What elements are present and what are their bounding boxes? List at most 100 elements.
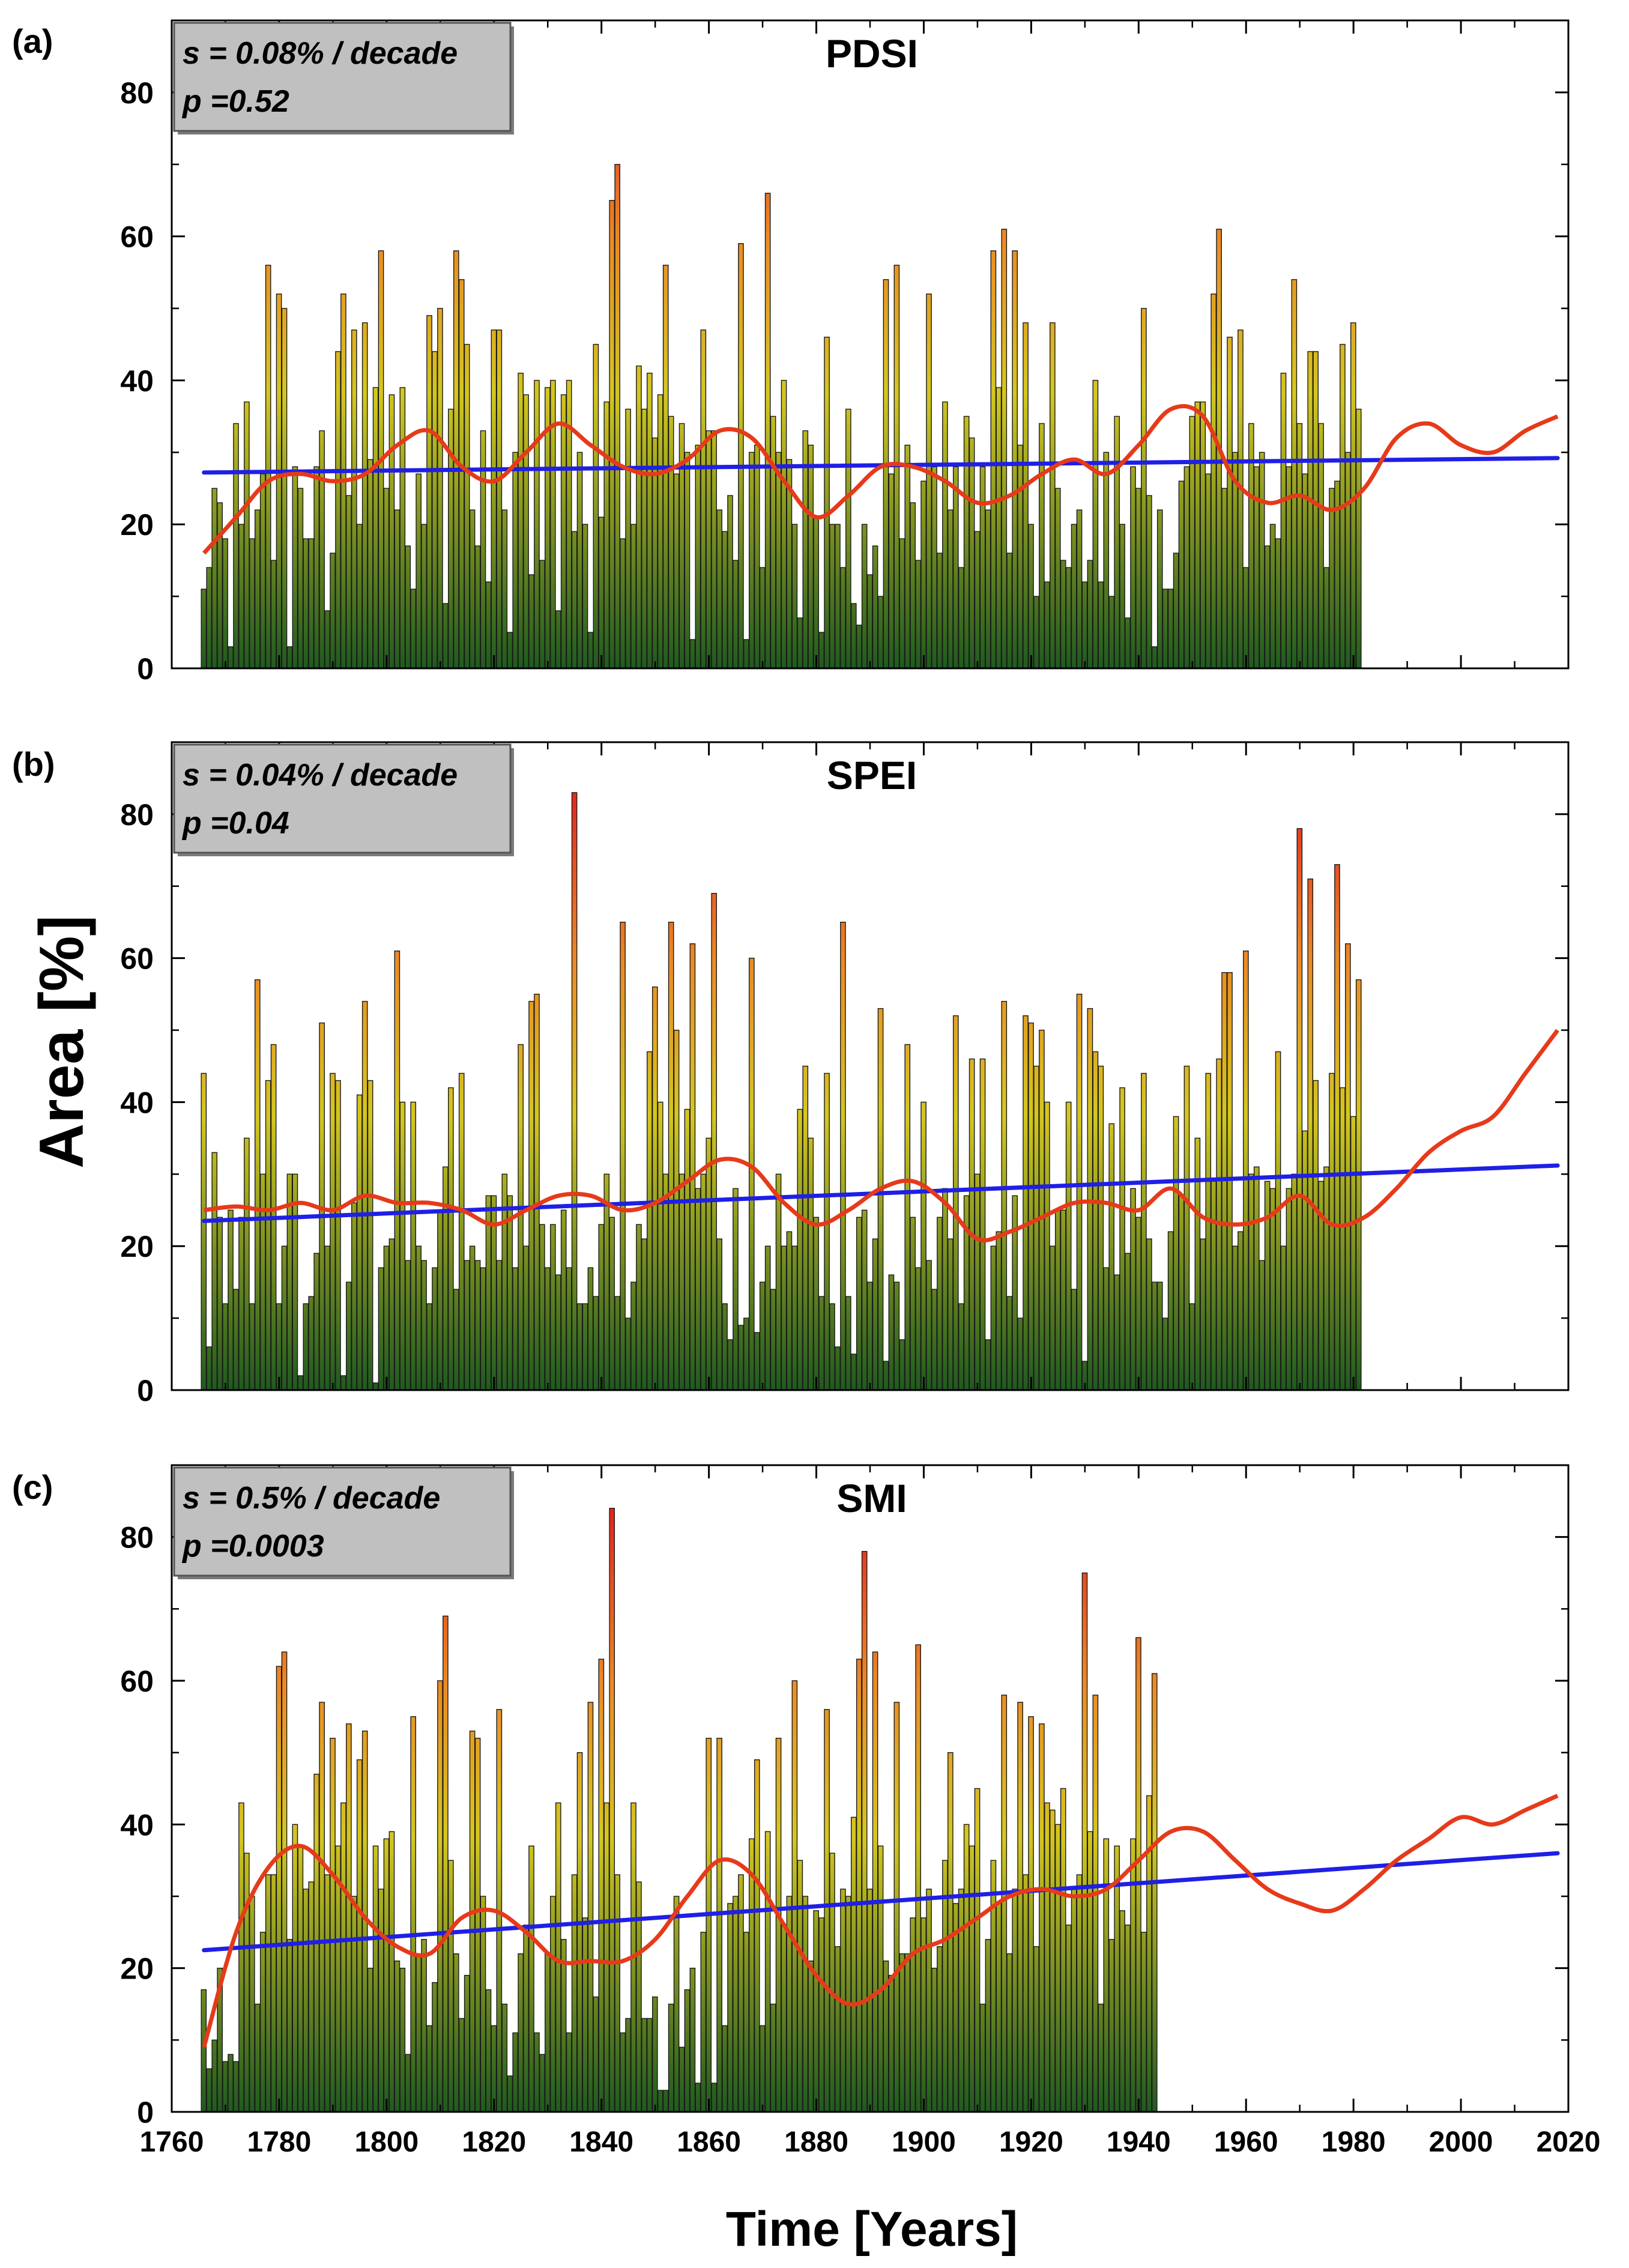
bar-1946	[1167, 588, 1174, 669]
bar-1843	[614, 1874, 620, 2112]
bar-1915	[1001, 1695, 1008, 2112]
bar-1790	[330, 1738, 336, 2112]
bar-1912	[985, 1939, 991, 2112]
x-tick-label: 1880	[784, 2126, 848, 2158]
bar-1898	[910, 1217, 916, 1391]
bar-1836	[576, 1752, 583, 2112]
bar-1871	[764, 1245, 771, 1391]
bar-1815	[464, 1974, 470, 2112]
bar-1832	[555, 1802, 561, 2112]
bar-1950	[1189, 416, 1195, 669]
bar-1814	[458, 1072, 465, 1391]
bar-1901	[926, 293, 932, 669]
bar-1938	[1125, 1253, 1131, 1391]
bar-1844	[620, 2032, 626, 2112]
bar-1799	[378, 1267, 384, 1391]
x-tick-label: 1900	[892, 2126, 956, 2158]
bar-1812	[448, 408, 454, 669]
bar-1775	[249, 538, 255, 669]
bar-1872	[770, 1289, 776, 1391]
bar-1823	[507, 632, 513, 669]
bar-1827	[528, 1845, 534, 2112]
bar-1945	[1162, 588, 1168, 669]
bar-1881	[818, 1917, 824, 2112]
stats-p-value: p =0.52	[181, 84, 289, 119]
y-tick-label: 20	[120, 1230, 154, 1263]
bar-1782	[286, 646, 293, 669]
bar-1845	[625, 1317, 631, 1391]
bar-1800	[383, 1245, 390, 1391]
bar-1852	[662, 2090, 669, 2112]
bar-1774	[244, 1137, 250, 1391]
bar-1791	[335, 351, 341, 669]
bar-1795	[356, 1759, 363, 2112]
bar-1818	[480, 1267, 486, 1391]
bar-1926	[1060, 1788, 1066, 2112]
bar-1925	[1054, 1209, 1061, 1391]
bar-1928	[1071, 524, 1077, 669]
bar-1922	[1039, 1723, 1045, 2112]
bar-1879	[808, 1960, 814, 2112]
bar-1879	[808, 1137, 814, 1391]
bar-1837	[582, 1303, 588, 1391]
bar-1860	[706, 1137, 712, 1391]
bar-1926	[1060, 560, 1066, 669]
bar-1979	[1345, 452, 1351, 669]
bar-1885	[840, 567, 846, 669]
x-tick-label: 2000	[1429, 2126, 1493, 2158]
bar-1850	[651, 986, 658, 1391]
bar-1766	[201, 588, 207, 669]
bar-1842	[609, 200, 615, 669]
bar-1890	[866, 574, 873, 669]
bar-1952	[1200, 1238, 1206, 1391]
bar-1973	[1313, 1080, 1319, 1391]
bar-1832	[555, 1274, 561, 1391]
bar-1975	[1323, 567, 1329, 669]
bar-1918	[1017, 1317, 1023, 1391]
bar-1941	[1141, 1072, 1147, 1391]
bar-1944	[1156, 1281, 1163, 1391]
bar-1914	[996, 1903, 1002, 2112]
bar-1894	[888, 473, 895, 669]
bar-1883	[829, 1852, 835, 2112]
bar-1771	[228, 1209, 234, 1391]
bar-1916	[1006, 1296, 1013, 1391]
bar-1936	[1114, 1274, 1120, 1391]
bar-1934	[1103, 1838, 1110, 2112]
trend-line	[202, 1851, 1560, 1953]
bar-1823	[507, 1195, 513, 1391]
bar-1981	[1355, 408, 1362, 669]
bar-1818	[480, 430, 486, 669]
bar-1767	[206, 567, 213, 669]
bar-1833	[560, 394, 567, 669]
bar-1881	[818, 1296, 824, 1391]
bar-1859	[700, 329, 707, 669]
bar-1849	[647, 2018, 653, 2112]
bar-1937	[1119, 1910, 1125, 2112]
bar-1797	[367, 1080, 373, 1391]
bar-1966	[1275, 1051, 1281, 1391]
bar-1786	[308, 538, 315, 669]
bar-1848	[641, 1238, 647, 1391]
bar-1943	[1151, 1673, 1158, 2112]
bar-1844	[620, 538, 626, 669]
bar-1893	[883, 1361, 889, 1391]
bar-1942	[1146, 1238, 1152, 1391]
bar-1858	[695, 1188, 701, 1391]
bar-1869	[754, 444, 760, 669]
bar-1877	[797, 1108, 803, 1391]
bar-1850	[651, 1996, 658, 2112]
bar-1891	[872, 1238, 878, 1391]
bar-1914	[996, 387, 1002, 669]
bar-1813	[453, 1953, 459, 2112]
bar-1851	[657, 2090, 663, 2112]
bar-1871	[764, 193, 771, 669]
bar-1967	[1280, 1245, 1287, 1391]
bar-1924	[1049, 322, 1056, 669]
stats-p-value: p =0.0003	[181, 1529, 324, 1564]
bar-1914	[996, 1231, 1002, 1391]
bar-1970	[1296, 828, 1303, 1391]
bar-1884	[835, 524, 841, 669]
bar-1786	[308, 1296, 315, 1391]
bar-1978	[1340, 1087, 1346, 1391]
